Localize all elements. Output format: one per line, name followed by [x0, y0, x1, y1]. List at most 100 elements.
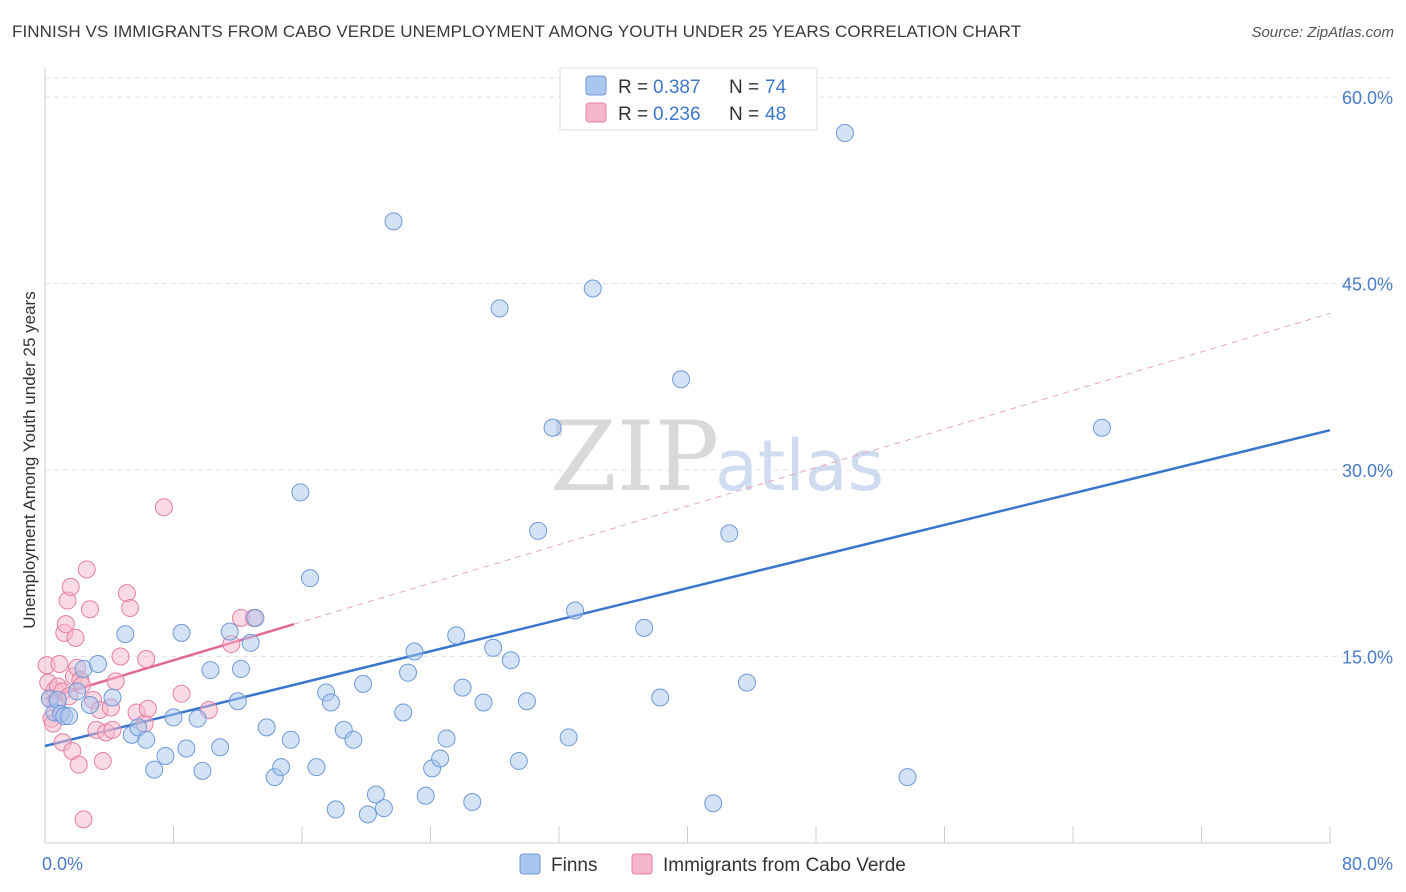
finns-point-43: [366, 785, 385, 804]
cabo-point-30: [93, 751, 112, 770]
finns-point-38: [326, 800, 345, 819]
correlation-legend: R = 0.387 N = 74 R = 0.236 N = 48: [559, 67, 818, 131]
finns-point-21: [193, 761, 212, 780]
finns-point-15: [145, 760, 164, 779]
finns-point-17: [164, 708, 183, 727]
cabo-point-25: [77, 560, 96, 579]
finns-point-10: [103, 688, 122, 707]
cabo-verde-points: [37, 498, 263, 829]
finns-point-28: [246, 608, 265, 627]
grid-lines: [45, 77, 1392, 657]
finns-point-45: [384, 212, 403, 231]
y-tick-label-0: 15.0%: [1342, 648, 1393, 668]
x-tick-label-1: 80.0%: [1342, 854, 1393, 874]
legend-n-value-finns: 74: [765, 77, 787, 98]
finns-points: [40, 124, 1111, 824]
finns-point-9: [89, 654, 108, 673]
bottom-legend-label-finns: Finns: [551, 855, 597, 876]
finns-point-44: [374, 799, 393, 818]
cabo-point-41: [138, 699, 157, 718]
series-legend: Finns Immigrants from Cabo Verde: [519, 853, 906, 876]
legend-n-label-finns: N =: [729, 77, 759, 98]
finns-point-70: [704, 794, 723, 813]
chart-title: FINNISH VS IMMIGRANTS FROM CABO VERDE UN…: [12, 22, 1022, 41]
cabo-point-35: [111, 647, 130, 666]
finns-point-18: [172, 623, 191, 642]
legend-swatch-finns: [585, 75, 607, 96]
finns-point-69: [672, 370, 691, 389]
cabo-point-8: [50, 654, 69, 673]
finns-point-5: [60, 707, 79, 726]
cabo-point-19: [66, 628, 85, 647]
finns-point-32: [281, 730, 300, 749]
finns-point-47: [399, 663, 418, 682]
finns-point-31: [272, 758, 291, 777]
finns-point-73: [835, 124, 854, 143]
finns-point-51: [431, 749, 450, 768]
finns-trend-line: [44, 428, 1331, 748]
legend-n-label-cabo: N =: [729, 104, 759, 125]
cabo-point-24: [74, 810, 93, 829]
finns-point-37: [321, 693, 340, 712]
finns-point-25: [228, 692, 247, 711]
y-tick-labels: 15.0% 30.0% 45.0% 60.0%: [1342, 88, 1393, 668]
finns-point-65: [566, 601, 585, 620]
finns-point-67: [635, 618, 654, 637]
cabo-point-34: [106, 672, 125, 691]
finns-point-46: [394, 703, 413, 722]
cabo-point-21: [69, 755, 88, 774]
finns-point-55: [463, 792, 482, 811]
finns-point-59: [501, 651, 520, 670]
finns-point-60: [509, 751, 528, 770]
legend-r-value-finns: 0.387: [653, 77, 701, 98]
finns-point-19: [177, 739, 196, 758]
finns-point-6: [68, 682, 87, 701]
source-label: Source: ZipAtlas.com: [1251, 24, 1394, 41]
watermark-zip: ZIP: [550, 401, 719, 513]
finns-point-24: [220, 622, 239, 641]
finns-point-48: [405, 642, 424, 661]
cabo-point-36: [117, 584, 136, 603]
finns-point-52: [437, 729, 456, 748]
finns-point-72: [737, 673, 756, 692]
finns-point-16: [156, 746, 175, 765]
cabo-point-13: [56, 615, 75, 634]
finns-point-74: [898, 768, 917, 787]
finns-point-34: [301, 569, 320, 588]
finns-point-33: [291, 483, 310, 502]
finns-point-49: [416, 786, 435, 805]
cabo-point-43: [172, 684, 191, 703]
finns-point-22: [201, 661, 220, 680]
finns-point-63: [543, 418, 562, 437]
finns-point-29: [257, 718, 276, 737]
finns-point-20: [188, 709, 207, 728]
finns-point-61: [517, 692, 536, 711]
finns-point-58: [490, 299, 509, 318]
finns-point-41: [354, 674, 373, 693]
finns-point-14: [137, 730, 156, 749]
finns-point-62: [529, 521, 548, 540]
cabo-point-37: [121, 599, 140, 618]
finns-point-11: [116, 625, 135, 644]
x-tick-label-0: 0.0%: [42, 854, 83, 874]
finns-point-57: [484, 638, 503, 657]
finns-point-68: [651, 688, 670, 707]
y-tick-label-1: 30.0%: [1342, 461, 1393, 481]
legend-swatch-cabo: [585, 102, 607, 123]
finns-point-53: [447, 626, 466, 645]
x-tick-labels: 0.0% 80.0%: [42, 854, 1393, 874]
finns-point-42: [358, 805, 377, 824]
y-tick-label-2: 45.0%: [1342, 275, 1393, 295]
bottom-legend-label-cabo: Immigrants from Cabo Verde: [663, 855, 906, 876]
cabo-point-26: [80, 600, 99, 619]
cabo-point-42: [154, 498, 173, 517]
cabo-point-33: [103, 720, 122, 739]
legend-r-label-cabo: R =: [618, 104, 648, 125]
bottom-legend-swatch-finns: [519, 853, 541, 875]
finns-point-75: [1092, 418, 1111, 437]
finns-point-71: [720, 524, 739, 543]
watermark-atlas: atlas: [715, 425, 884, 507]
finns-point-8: [80, 695, 99, 714]
y-axis-label: Unemployment Among Youth under 25 years: [20, 291, 39, 628]
